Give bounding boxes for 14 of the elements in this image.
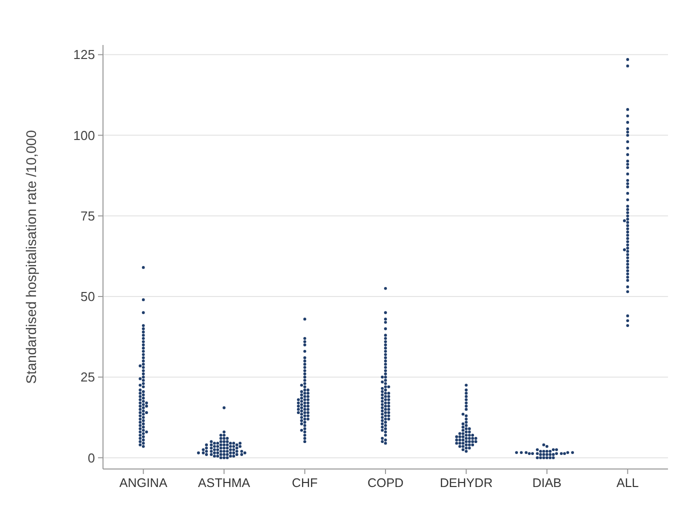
y-tick-label: 75 — [80, 208, 95, 224]
y-tick-label: 0 — [88, 450, 95, 466]
y-tick-label: 50 — [80, 289, 95, 304]
x-tick-label: COPD — [367, 476, 404, 490]
x-tick-label: DEHYDR — [440, 476, 493, 490]
x-tick-label: ALL — [616, 476, 639, 490]
x-tick-label: ANGINA — [119, 476, 168, 490]
x-tick-label: CHF — [292, 476, 318, 490]
x-tick-label: ASTHMA — [198, 476, 251, 490]
x-tick-label: DIAB — [532, 476, 562, 490]
y-axis-title: Standardised hospitalisation rate /10,000 — [23, 130, 39, 384]
y-tick-label: 25 — [80, 370, 95, 385]
y-tick-label: 125 — [73, 47, 95, 62]
y-tick-label: 100 — [73, 128, 95, 143]
